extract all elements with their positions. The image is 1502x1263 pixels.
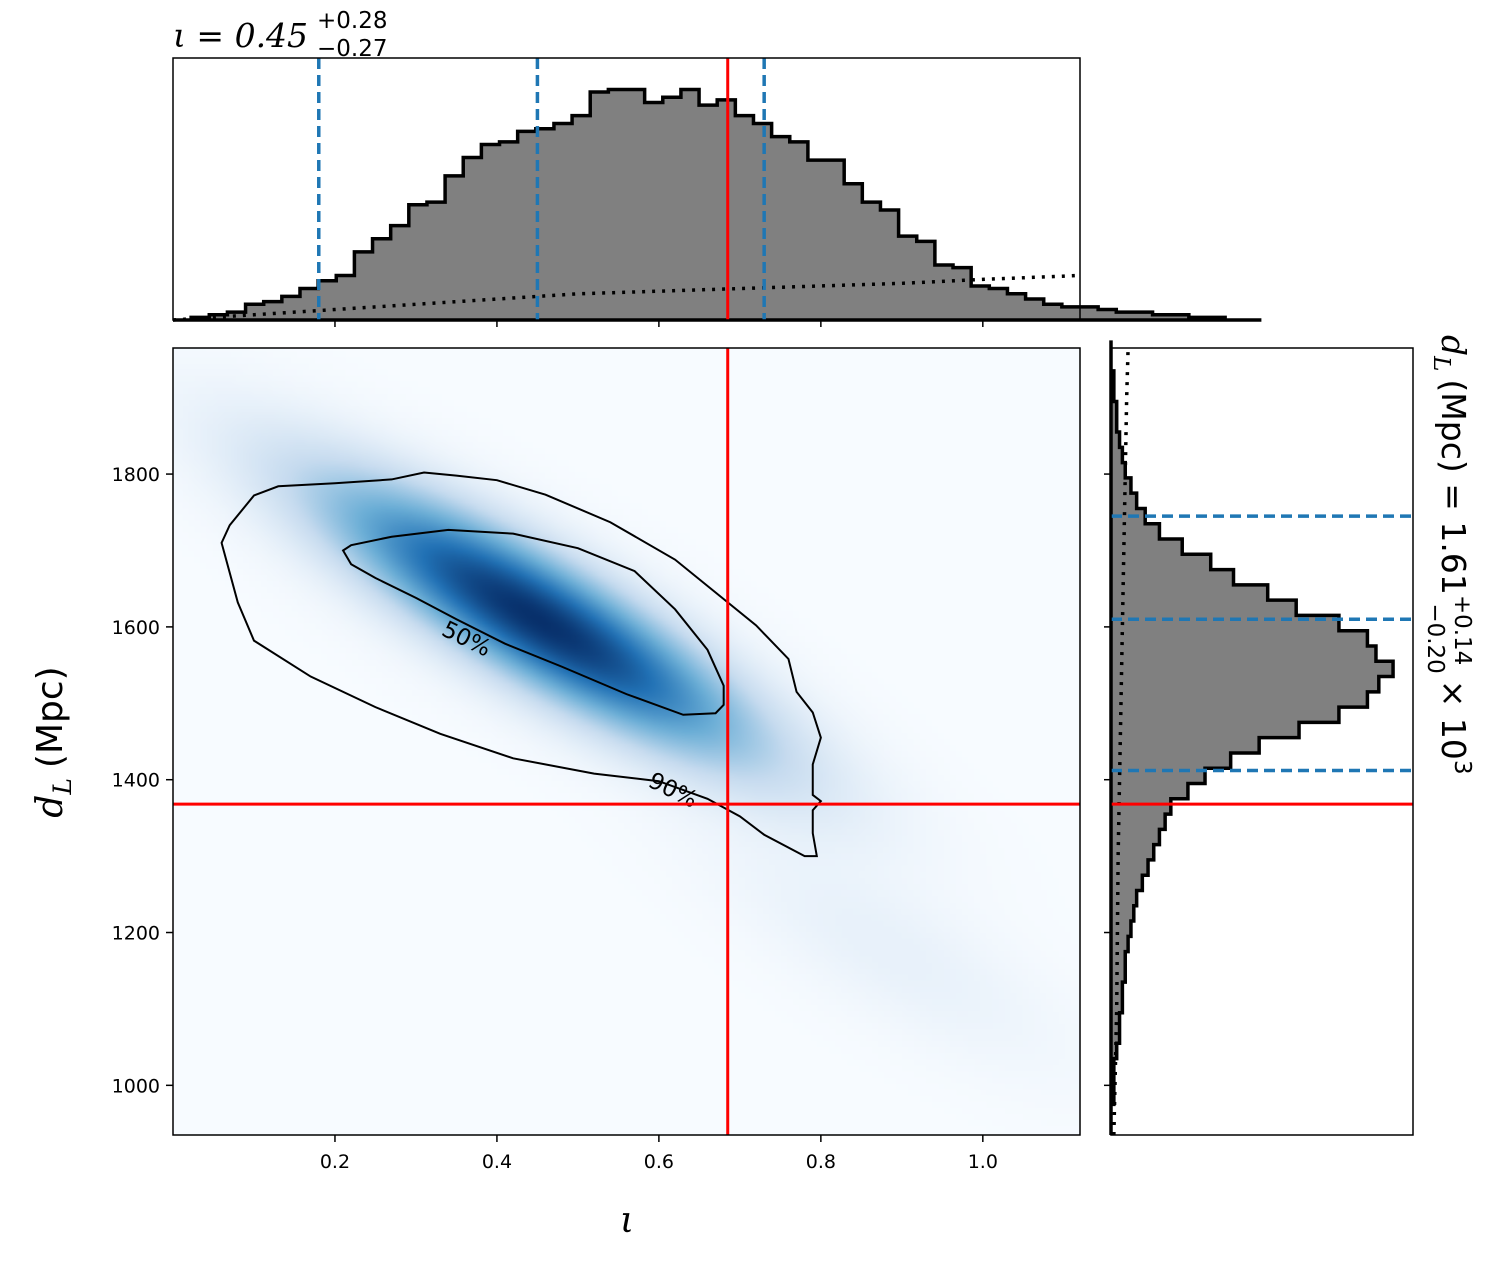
y-axis-label-subscript: L [48, 778, 77, 796]
distance-tick-label: 1400 [112, 770, 160, 792]
distance-prior-curve [1112, 347, 1130, 1136]
iota-tick-label: 1.0 [968, 1151, 998, 1173]
distance-marginal-panel: dL (Mpc) = 1.61+0.14−0.20 × 103 [1104, 335, 1475, 1136]
joint-density-panel: 50%90% 0.2 0.4 0.6 0.8 1.0 10001200140016001… [30, 347, 1081, 1241]
joint-panel-frame [172, 347, 1081, 1136]
iota-title-value: ι = 0.45 [173, 16, 308, 55]
contour-90-percent [220, 471, 823, 858]
iota-tick-label: 0.8 [806, 1151, 836, 1173]
distance-title-scale: × 10 [1434, 680, 1473, 760]
distance-title-symbol: d [1434, 335, 1473, 356]
y-axis-label-symbol: d [30, 795, 71, 818]
iota-tick-label: 0.2 [320, 1151, 350, 1173]
iota-axis-ticks: 0.2 0.4 0.6 0.8 1.0 [320, 1135, 998, 1173]
credible-contours [220, 471, 823, 858]
y-axis-label-unit: (Mpc) [30, 666, 71, 768]
distance-title-lower-error: −0.20 [1422, 603, 1448, 673]
distance-tick-label: 1200 [112, 923, 160, 945]
distance-title-upper-error: +0.14 [1449, 595, 1475, 665]
distance-posterior-histogram [1109, 340, 1395, 1135]
distance-summary-title: dL (Mpc) = 1.61+0.14−0.20 × 103 [1422, 335, 1475, 775]
iota-posterior-histogram [173, 87, 1262, 322]
iota-marginal-panel: ι = 0.45 +0.28 −0.27 [172, 8, 1262, 327]
iota-title-lower-error: −0.27 [317, 36, 387, 62]
joint-density-heatmap [173, 348, 1080, 1135]
distance-title-value: (Mpc) = 1.61 [1434, 379, 1473, 594]
iota-tick-label: 0.4 [482, 1151, 512, 1173]
distance-title-exponent: 3 [1449, 760, 1475, 775]
iota-title-upper-error: +0.28 [317, 8, 387, 34]
iota-summary-title: ι = 0.45 [173, 16, 308, 55]
distance-marginal-ticks [1104, 473, 1111, 1087]
distance-tick-label: 1800 [112, 464, 160, 486]
y-axis-label: dL (Mpc) [30, 666, 77, 817]
distance-tick-label: 1000 [112, 1075, 160, 1097]
iota-tick-label: 0.6 [644, 1151, 674, 1173]
distance-tick-label: 1600 [112, 617, 160, 639]
x-axis-label: ι [620, 1200, 634, 1241]
iota-quantile-lines [317, 58, 766, 320]
distance-title-subscript: L [1428, 355, 1454, 371]
iota-marginal-ticks [334, 320, 984, 327]
distance-axis-ticks: 1000 1200 1400 1600 1800 [112, 464, 173, 1097]
contour-50-percent [341, 528, 725, 716]
distance-marginal-frame [1110, 347, 1414, 1136]
iota-marginal-frame [172, 57, 1081, 321]
